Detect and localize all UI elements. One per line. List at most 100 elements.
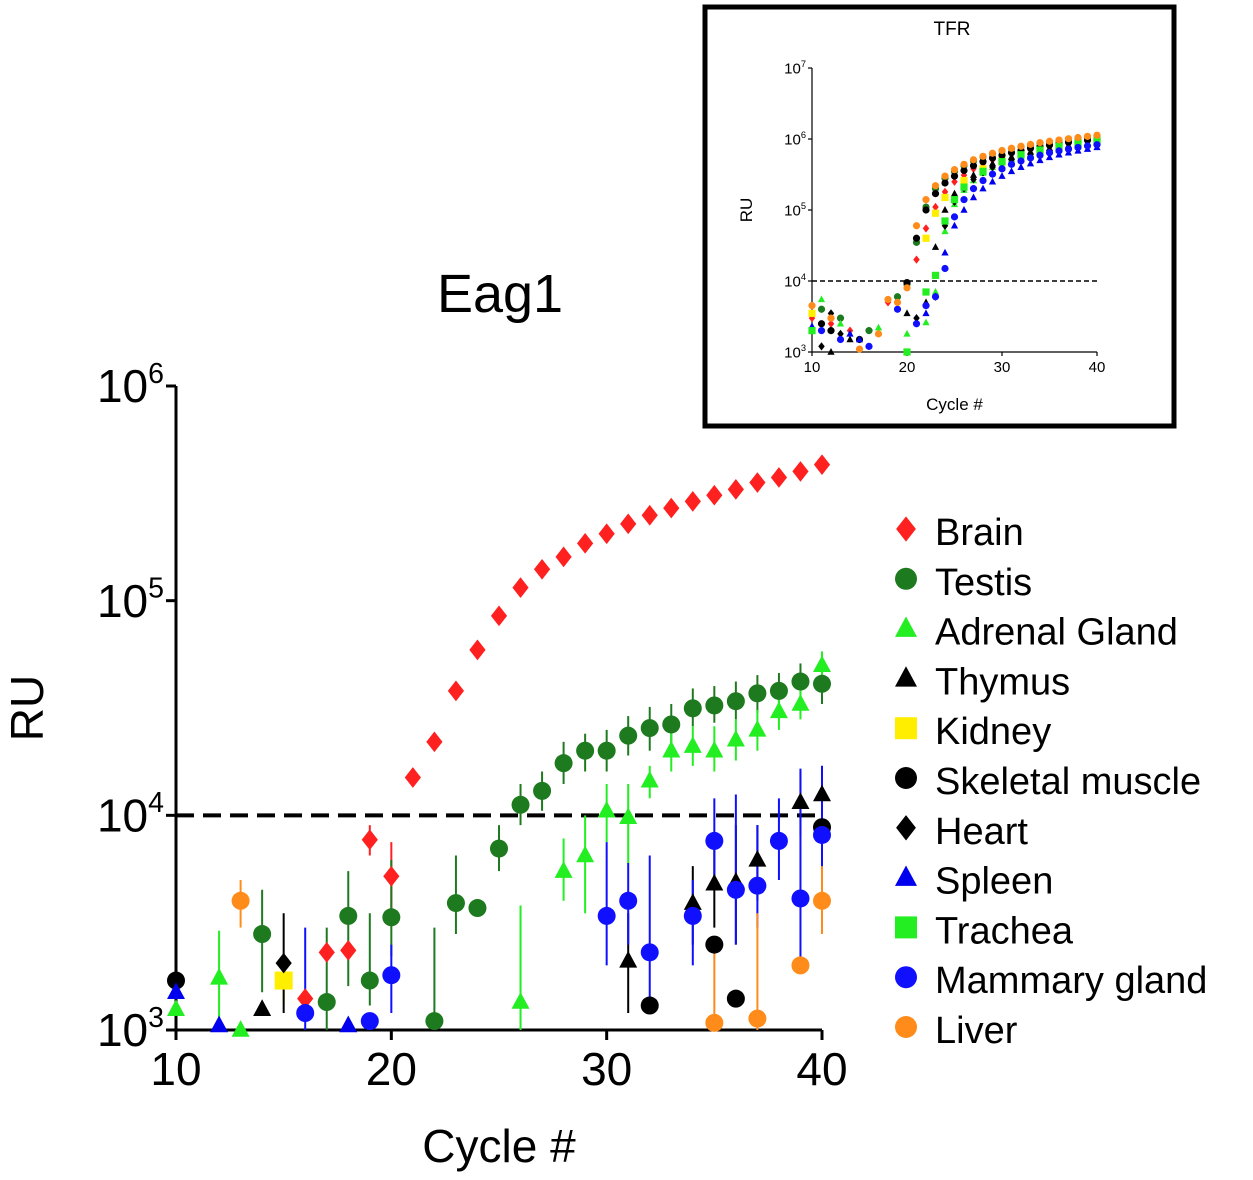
main-point-skeletal-muscle	[167, 971, 185, 990]
legend-label-thymus: Thymus	[935, 661, 1070, 703]
main-point-testis	[683, 699, 702, 718]
inset-point-trachea	[941, 217, 949, 225]
inset-point-adrenal-gland	[836, 319, 845, 327]
main-point-adrenal-gland	[662, 740, 681, 758]
legend-marker-skeletal-muscle	[895, 767, 917, 789]
inset-point-liver	[827, 314, 835, 322]
inset-point-skeletal-muscle	[903, 278, 911, 287]
main-point-brain	[533, 558, 551, 580]
main-point-testis	[554, 754, 573, 773]
main-point-testis	[425, 1012, 444, 1031]
inset-point-brain	[951, 177, 958, 186]
inset-point-thymus	[931, 243, 940, 250]
inset-point-adrenal-gland	[922, 318, 930, 326]
legend-label-skeletal-muscle: Skeletal muscle	[935, 761, 1201, 803]
inset-point-spleen	[941, 248, 949, 256]
main-y-tick-label: 103	[97, 1002, 164, 1056]
main-point-brain	[447, 680, 465, 702]
main-point-adrenal-gland	[511, 992, 530, 1009]
inset-point-spleen	[855, 335, 864, 343]
main-point-thymus	[748, 849, 767, 867]
inset-point-testis	[865, 327, 873, 335]
main-point-mammary-gland	[360, 1012, 379, 1031]
main-point-spleen	[339, 1015, 358, 1033]
inset-point-mammary-gland	[1083, 142, 1092, 150]
main-point-thymus	[813, 784, 831, 802]
inset-point-spleen	[1017, 163, 1025, 170]
main-point-testis	[619, 726, 638, 745]
main-point-mammary-gland	[619, 891, 638, 910]
inset-point-mammary-gland	[836, 335, 845, 344]
main-point-mammary-gland	[640, 943, 659, 962]
main-title: Eag1	[437, 264, 563, 324]
inset-point-spleen	[846, 329, 854, 337]
inset-point-skeletal-muscle	[969, 162, 978, 170]
inset-point-liver	[1045, 137, 1054, 145]
legend-marker-trachea	[895, 916, 917, 939]
legend-label-adrenal-gland: Adrenal Gland	[935, 612, 1178, 654]
main-point-liver	[748, 1009, 767, 1028]
main-x-tick-label: 30	[581, 1043, 632, 1095]
main-point-brain	[641, 504, 658, 526]
main-x-axis-label: Cycle #	[422, 1120, 576, 1172]
inset-point-adrenal-gland	[817, 295, 826, 303]
inset-point-liver	[1093, 131, 1101, 139]
inset-point-liver	[988, 149, 997, 157]
inset-point-mammary-gland	[1055, 147, 1063, 155]
inset-point-heart	[970, 175, 977, 184]
inset-point-liver	[808, 302, 816, 310]
legend-label-kidney: Kidney	[935, 711, 1051, 753]
main-point-adrenal-gland	[619, 807, 638, 824]
inset-point-liver	[969, 156, 978, 164]
main-point-brain	[598, 523, 615, 545]
inset-point-mammary-gland	[998, 165, 1006, 173]
main-point-heart	[275, 952, 292, 974]
main-point-testis	[511, 795, 530, 814]
main-point-brain	[684, 491, 701, 512]
main-point-thymus	[705, 873, 724, 891]
inset-point-liver	[922, 196, 930, 204]
main-point-thymus	[791, 792, 810, 810]
main-y-tick-label: 106	[97, 358, 164, 412]
inset-point-heart	[837, 329, 844, 339]
inset-point-liver	[931, 182, 940, 190]
main-point-brain	[706, 484, 723, 506]
inset-point-thymus	[969, 171, 978, 178]
inset-point-spleen	[1036, 156, 1044, 164]
inset-point-skeletal-muscle	[817, 320, 826, 328]
inset-point-mammary-gland	[1074, 143, 1082, 152]
main-point-adrenal-gland	[769, 701, 788, 719]
inset-point-brain	[827, 319, 835, 328]
inset-point-mammary-gland	[1064, 145, 1073, 153]
inset-point-spleen	[969, 193, 978, 201]
inset-point-mammary-gland	[1017, 157, 1025, 165]
inset-point-heart	[989, 163, 996, 172]
main-point-adrenal-gland	[683, 736, 702, 753]
main-point-brain	[727, 479, 744, 500]
main-point-liver	[813, 891, 831, 910]
inset-point-liver	[1007, 144, 1016, 152]
inset-point-liver	[1036, 138, 1044, 147]
inset-point-skeletal-muscle	[827, 327, 835, 335]
legend-label-liver: Liver	[935, 1010, 1018, 1052]
inset-x-tick-label: 20	[899, 359, 916, 376]
main-point-testis	[791, 672, 810, 691]
main-point-mammary-gland	[296, 1004, 315, 1023]
inset-point-thymus	[903, 309, 911, 317]
main-point-testis	[253, 925, 272, 944]
main-point-brain	[749, 472, 766, 493]
inset-point-trachea	[931, 271, 940, 279]
inset-point-heart	[1027, 150, 1034, 159]
inset-title: TFR	[934, 19, 971, 40]
inset-point-spleen	[988, 177, 997, 185]
inset-point-mammary-gland	[988, 170, 997, 178]
main-point-adrenal-gland	[231, 1020, 250, 1037]
main-point-testis	[490, 839, 508, 858]
inset-point-mammary-gland	[817, 327, 826, 335]
inset-y-tick-label: 104	[784, 272, 806, 290]
inset-point-testis	[836, 314, 845, 322]
inset-point-liver	[941, 172, 949, 180]
main-point-brain	[318, 941, 335, 963]
inset-point-trachea	[1093, 137, 1101, 145]
main-point-brain	[490, 605, 508, 627]
